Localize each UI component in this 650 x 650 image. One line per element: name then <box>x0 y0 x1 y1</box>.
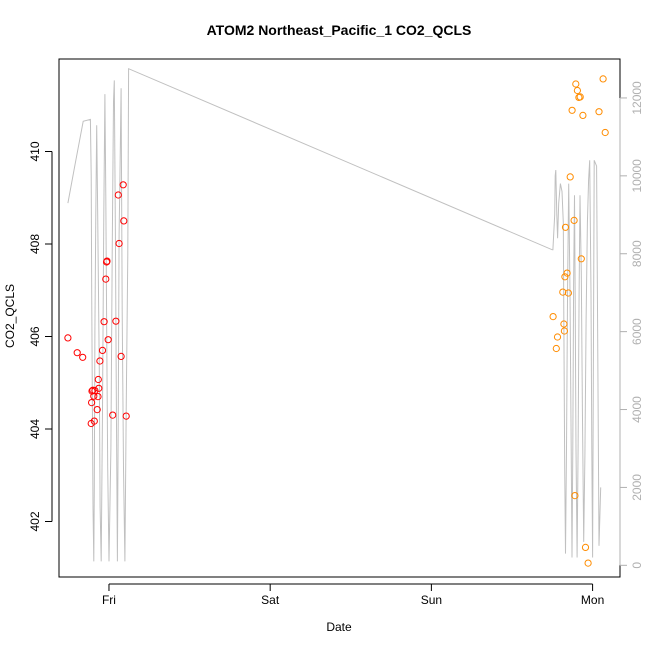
y-axis-label: CO2_QCLS <box>3 284 17 348</box>
data-point-series-1 <box>73 349 81 357</box>
data-point-series-2 <box>595 108 603 116</box>
data-point-series-2 <box>568 106 576 114</box>
y2-tick-label: 2000 <box>630 474 644 501</box>
data-point-series-2 <box>559 288 567 296</box>
data-point-series-1 <box>109 411 117 419</box>
y2-tick-label: 12000 <box>630 81 644 115</box>
y2-tick-label: 6000 <box>630 318 644 345</box>
data-point-series-1 <box>103 257 111 265</box>
data-point-series-1 <box>95 384 103 392</box>
y-tick-label: 408 <box>28 234 42 254</box>
y-tick-label: 402 <box>28 511 42 531</box>
data-point-series-1 <box>114 191 122 199</box>
data-point-series-1 <box>120 217 128 225</box>
data-point-series-2 <box>570 216 578 224</box>
data-point-series-2 <box>552 344 560 353</box>
data-point-series-2 <box>561 273 569 281</box>
data-point-series-1 <box>104 336 112 344</box>
data-point-series-2 <box>553 333 562 341</box>
x-axis-label: Date <box>326 620 352 634</box>
data-point-series-1 <box>122 412 130 420</box>
data-point-series-1 <box>90 417 98 425</box>
altitude-line <box>67 67 602 562</box>
data-point-series-1 <box>112 317 120 325</box>
x-tick-label: Sat <box>261 593 280 607</box>
data-point-series-2 <box>581 543 590 552</box>
data-point-series-2 <box>599 75 607 83</box>
data-point-series-2 <box>584 559 592 567</box>
data-point-series-2 <box>572 80 580 88</box>
y2-tick-label: 4000 <box>630 396 644 423</box>
y2-tick-label: 0 <box>630 562 644 569</box>
data-point-series-2 <box>560 320 568 328</box>
data-point-series-2 <box>577 255 585 263</box>
plot-frame <box>58 58 621 578</box>
y-tick-label: 406 <box>28 326 42 346</box>
data-point-series-1 <box>64 334 72 342</box>
x-tick-label: Sun <box>421 593 442 607</box>
data-point-series-1 <box>88 387 96 395</box>
y2-tick-label: 8000 <box>630 240 644 267</box>
data-point-series-1 <box>91 387 99 395</box>
chart-title: ATOM2 Northeast_Pacific_1 CO2_QCLS <box>207 22 472 38</box>
data-point-series-1 <box>98 346 107 354</box>
data-point-series-1 <box>79 353 87 361</box>
data-point-series-2 <box>576 93 584 101</box>
y-tick-label: 404 <box>28 419 42 439</box>
data-point-series-2 <box>561 223 570 231</box>
data-point-series-2 <box>566 173 574 181</box>
data-point-series-2 <box>549 313 557 321</box>
data-point-series-2 <box>560 327 569 335</box>
data-point-series-2 <box>579 111 587 120</box>
data-point-series-1 <box>115 239 123 248</box>
axes-layer: Fri Sat Sun Mon 402 404 406 408 410 0 2000 4000 6000… <box>28 81 644 607</box>
data-point-series-2 <box>601 128 609 137</box>
data-point-series-1 <box>100 318 108 326</box>
data-point-series-1 <box>93 406 101 414</box>
data-point-series-2 <box>571 492 579 500</box>
data-point-series-2 <box>564 289 573 297</box>
data-point-series-2 <box>573 86 582 95</box>
data-point-series-1 <box>119 181 127 189</box>
x-tick-label: Mon <box>581 593 604 607</box>
y-tick-label: 410 <box>28 141 42 161</box>
data-point-series-1 <box>117 352 125 360</box>
data-point-series-1 <box>94 375 102 384</box>
data-point-series-1 <box>96 357 104 365</box>
points-layer <box>64 75 609 567</box>
altitude-layer <box>67 67 602 562</box>
data-point-series-1 <box>94 393 102 401</box>
data-point-series-1 <box>88 399 96 407</box>
y2-tick-label: 10000 <box>630 159 644 193</box>
data-point-series-1 <box>102 275 110 283</box>
x-tick-label: Fri <box>102 593 116 607</box>
data-point-series-2 <box>563 269 571 277</box>
